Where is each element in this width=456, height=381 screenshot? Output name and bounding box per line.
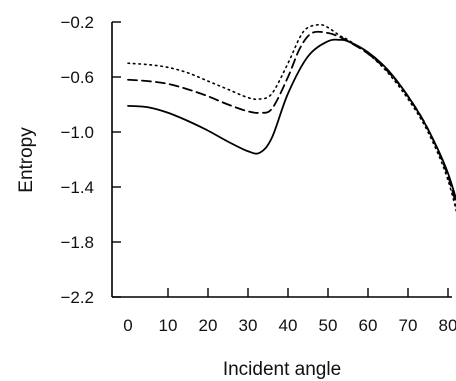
- x-tick-label: 10: [159, 316, 178, 335]
- x-tick-label: 30: [239, 316, 258, 335]
- x-tick-label: 40: [279, 316, 298, 335]
- y-axis-label: Entropy: [16, 127, 37, 193]
- plot-area: [127, 23, 456, 214]
- y-tick-label: −1.4: [60, 178, 94, 197]
- y-tick-label: −0.2: [60, 13, 94, 32]
- y-tick-label: −1.0: [60, 123, 94, 142]
- x-tick-label: 60: [359, 316, 378, 335]
- series-line-dotted: [127, 23, 456, 214]
- y-axis-ticks: −2.2 −1.8 −1.4 −1.0 −0.6 −0.2: [60, 13, 121, 307]
- x-tick-label: 20: [199, 316, 218, 335]
- x-axis-ticks: 0 10 20 30 40 50 60 70 80: [123, 288, 456, 335]
- x-tick-label: 80: [439, 316, 456, 335]
- series-line-dashed: [127, 30, 456, 208]
- x-tick-label: 50: [319, 316, 338, 335]
- x-axis-label: Incident angle: [223, 359, 341, 380]
- x-tick-label: 70: [399, 316, 418, 335]
- x-tick-label: 0: [123, 316, 132, 335]
- y-tick-label: −0.6: [60, 68, 94, 87]
- y-tick-label: −1.8: [60, 233, 94, 252]
- y-tick-label: −2.2: [60, 288, 94, 307]
